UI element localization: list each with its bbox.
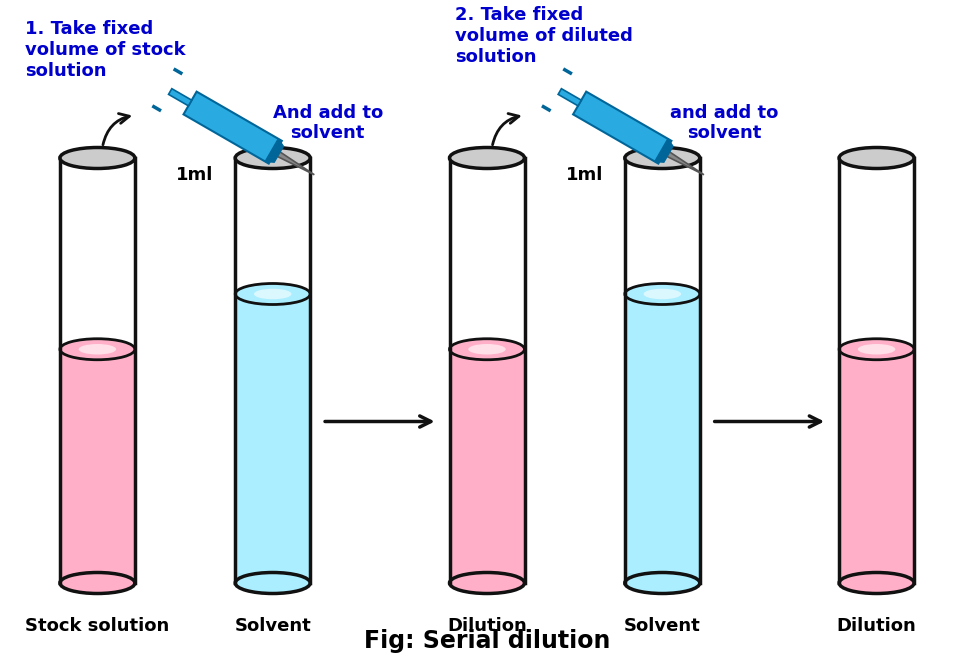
- Polygon shape: [624, 158, 700, 583]
- Polygon shape: [573, 91, 671, 164]
- Ellipse shape: [624, 147, 700, 168]
- Polygon shape: [558, 89, 581, 106]
- Text: Stock solution: Stock solution: [25, 617, 169, 635]
- Text: Dilution: Dilution: [447, 617, 527, 635]
- Polygon shape: [235, 158, 311, 583]
- Ellipse shape: [79, 344, 116, 355]
- Polygon shape: [183, 91, 281, 164]
- Text: Solvent: Solvent: [235, 617, 311, 635]
- Polygon shape: [59, 158, 135, 583]
- Text: 1ml: 1ml: [176, 166, 213, 184]
- Ellipse shape: [235, 572, 311, 594]
- Ellipse shape: [624, 572, 700, 594]
- Ellipse shape: [839, 339, 915, 360]
- Polygon shape: [663, 150, 704, 175]
- Polygon shape: [839, 158, 915, 583]
- Ellipse shape: [644, 289, 681, 299]
- Text: and add to
solvent: and add to solvent: [670, 103, 778, 142]
- Ellipse shape: [839, 147, 915, 168]
- Text: Dilution: Dilution: [837, 617, 917, 635]
- Ellipse shape: [235, 284, 311, 305]
- Ellipse shape: [449, 147, 525, 168]
- Polygon shape: [265, 139, 283, 163]
- Polygon shape: [839, 349, 915, 583]
- Text: And add to
solvent: And add to solvent: [273, 103, 383, 142]
- Text: 2. Take fixed
volume of diluted
solution: 2. Take fixed volume of diluted solution: [455, 6, 633, 66]
- Text: Solvent: Solvent: [624, 617, 700, 635]
- Polygon shape: [274, 150, 315, 175]
- Ellipse shape: [449, 339, 525, 360]
- Polygon shape: [624, 294, 700, 583]
- Ellipse shape: [59, 572, 135, 594]
- Polygon shape: [655, 139, 673, 163]
- Ellipse shape: [624, 284, 700, 305]
- Ellipse shape: [858, 344, 895, 355]
- Text: 1ml: 1ml: [566, 166, 603, 184]
- Ellipse shape: [468, 344, 506, 355]
- Ellipse shape: [449, 572, 525, 594]
- Ellipse shape: [235, 147, 311, 168]
- Polygon shape: [235, 294, 311, 583]
- Polygon shape: [449, 349, 525, 583]
- Ellipse shape: [254, 289, 291, 299]
- Ellipse shape: [839, 572, 915, 594]
- Polygon shape: [449, 158, 525, 583]
- Text: 1. Take fixed
volume of stock
solution: 1. Take fixed volume of stock solution: [25, 20, 186, 80]
- Text: Fig: Serial dilution: Fig: Serial dilution: [364, 629, 610, 653]
- Polygon shape: [169, 89, 192, 106]
- Ellipse shape: [59, 147, 135, 168]
- Ellipse shape: [59, 339, 135, 360]
- Polygon shape: [59, 349, 135, 583]
